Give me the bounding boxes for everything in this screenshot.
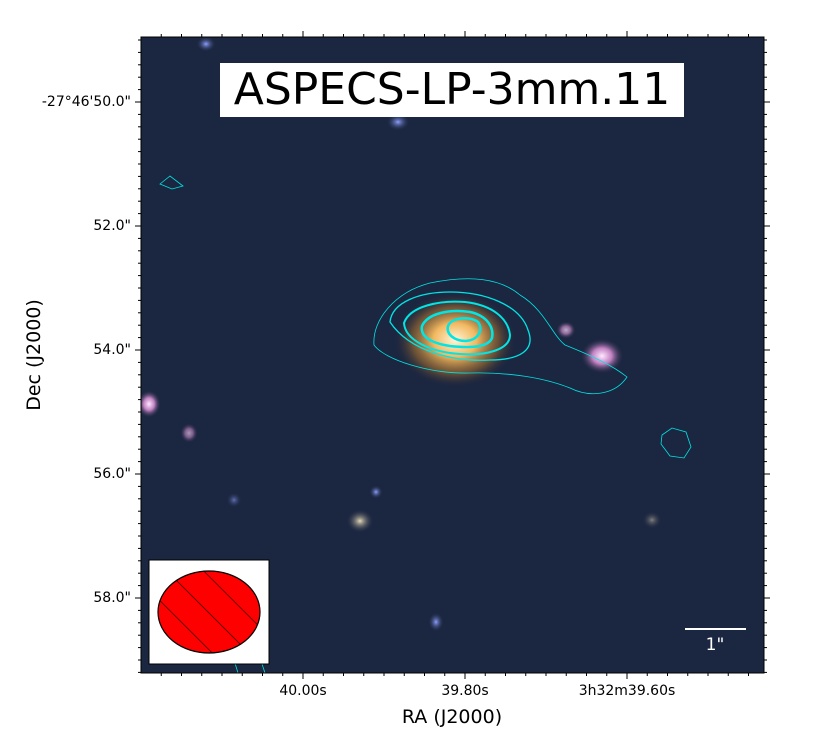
y-tick-label: -27°46'50.0" (42, 94, 131, 110)
y-tick-label: 54.0" (93, 342, 131, 358)
x-tick-label: 40.00s (279, 683, 326, 699)
y-tick-label: 52.0" (93, 218, 131, 234)
y-tick-label: 58.0" (93, 590, 131, 606)
plot-frame (140, 36, 765, 674)
title: ASPECS-LP-3mm.11 (234, 64, 671, 115)
y-axis-label: Dec (J2000) (23, 299, 45, 411)
beam (157, 570, 261, 654)
scale-bar-label: 1" (706, 635, 725, 655)
y-tick-label: 56.0" (93, 466, 131, 482)
x-tick-label: 39.80s (441, 683, 488, 699)
contours (159, 175, 692, 673)
title-box (220, 63, 684, 117)
x-axis-label: RA (J2000) (402, 706, 502, 728)
x-tick-label: 3h32m39.60s (579, 683, 676, 699)
ticks: -27°46'50.0" 52.0" 54.0" 56.0" 58.0" 40.00s 39… (42, 31, 770, 699)
